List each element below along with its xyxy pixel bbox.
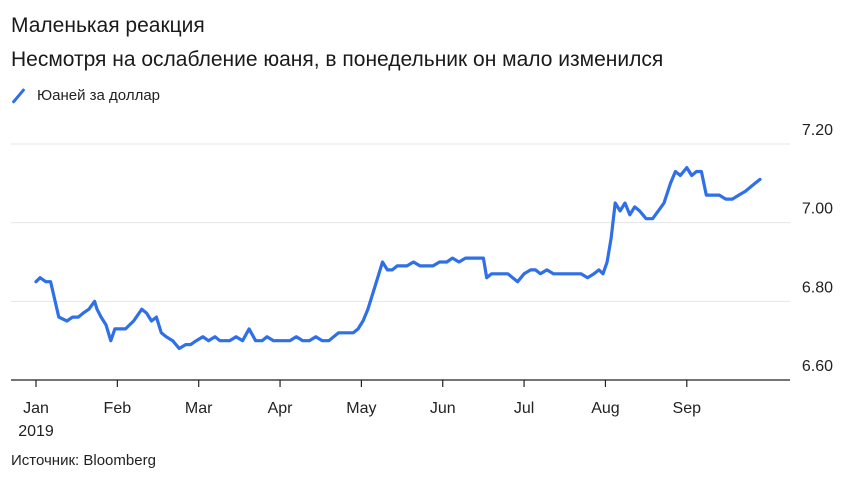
x-tick-label: Aug: [591, 400, 619, 417]
y-tick-label: 6.80: [802, 279, 833, 296]
x-tick-label: Jan: [23, 400, 49, 417]
y-tick-label: 6.60: [802, 358, 833, 375]
legend: Юаней за доллар: [11, 87, 160, 104]
y-tick-label: 7.20: [802, 122, 833, 139]
x-tick-label: Apr: [268, 400, 294, 417]
x-tick-sublabel: 2019: [18, 423, 54, 440]
chart-title: Маленькая реакция: [11, 14, 205, 37]
x-tick-label: Sep: [673, 400, 702, 417]
series-line: [34, 166, 762, 351]
y-tick-label: 7.00: [802, 201, 833, 218]
chart-subtitle: Несмотря на ослабление юаня, в понедельн…: [11, 48, 664, 71]
x-tick-label: Jul: [514, 400, 534, 417]
source-note: Источник: Bloomberg: [11, 452, 156, 469]
legend-label: Юаней за доллар: [37, 87, 161, 104]
x-tick-label: Mar: [185, 400, 213, 417]
x-tick-label: May: [346, 400, 376, 417]
x-tick-label: Jun: [430, 400, 456, 417]
x-tick-label: Feb: [104, 400, 132, 417]
